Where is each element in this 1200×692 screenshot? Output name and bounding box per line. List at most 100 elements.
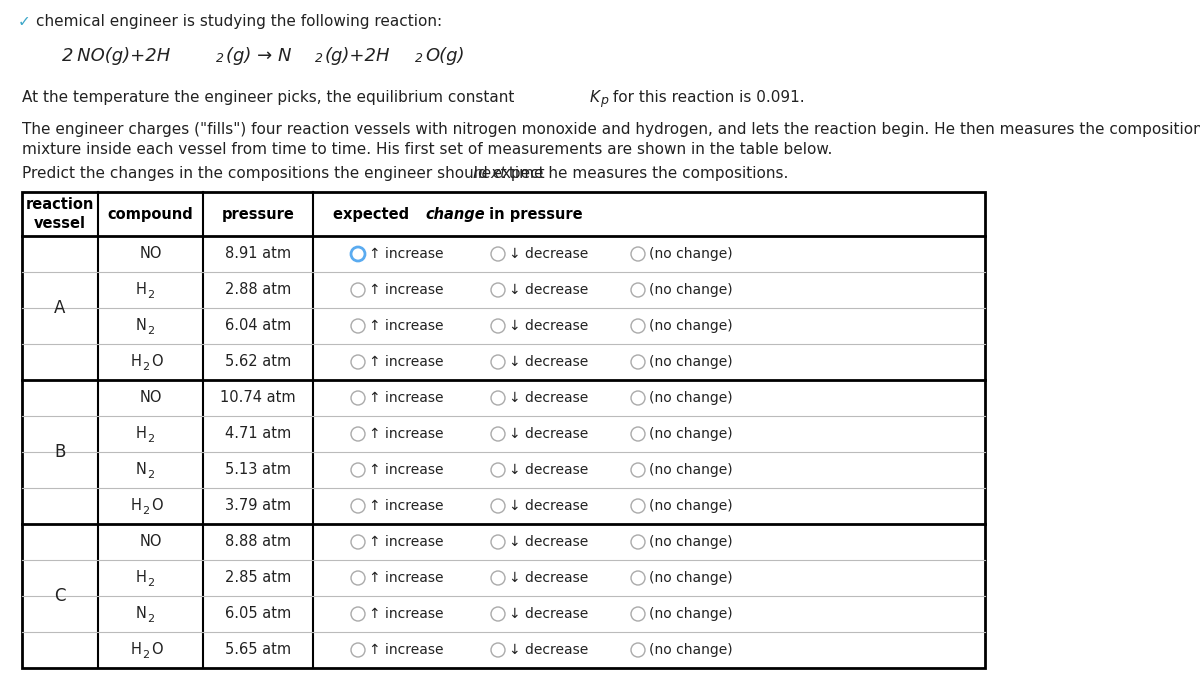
Text: C: C (54, 587, 66, 605)
Circle shape (491, 463, 505, 477)
Text: NO: NO (139, 246, 162, 262)
Text: ↑ increase: ↑ increase (370, 571, 444, 585)
Text: (g)+2H: (g)+2H (325, 47, 390, 65)
Circle shape (491, 283, 505, 297)
Text: ↑ increase: ↑ increase (370, 283, 444, 297)
Text: ↑ increase: ↑ increase (370, 535, 444, 549)
Circle shape (631, 247, 646, 261)
Circle shape (352, 571, 365, 585)
Text: 2: 2 (148, 614, 155, 624)
Circle shape (352, 319, 365, 333)
Text: (no change): (no change) (649, 499, 733, 513)
Text: 2: 2 (148, 434, 155, 444)
Text: N: N (136, 462, 146, 477)
Text: 2: 2 (216, 52, 224, 65)
Text: 8.88 atm: 8.88 atm (224, 534, 292, 549)
Text: (no change): (no change) (649, 535, 733, 549)
Text: ↑ increase: ↑ increase (370, 319, 444, 333)
Circle shape (352, 463, 365, 477)
Text: ↑ increase: ↑ increase (370, 463, 444, 477)
Circle shape (491, 427, 505, 441)
Circle shape (631, 607, 646, 621)
Text: ↑ increase: ↑ increase (370, 391, 444, 405)
Circle shape (631, 571, 646, 585)
Text: 2.85 atm: 2.85 atm (224, 570, 292, 585)
Text: O: O (151, 498, 163, 513)
Text: change: change (425, 206, 485, 221)
Circle shape (352, 643, 365, 657)
Text: H: H (136, 570, 146, 585)
Text: (no change): (no change) (649, 391, 733, 405)
Circle shape (491, 499, 505, 513)
Text: expected: expected (334, 206, 414, 221)
Text: ↑ increase: ↑ increase (370, 247, 444, 261)
Text: O: O (151, 642, 163, 657)
Circle shape (631, 499, 646, 513)
Text: (no change): (no change) (649, 571, 733, 585)
Text: time he measures the compositions.: time he measures the compositions. (504, 166, 788, 181)
Text: NO: NO (139, 390, 162, 406)
Text: (no change): (no change) (649, 319, 733, 333)
Circle shape (491, 535, 505, 549)
Text: 2: 2 (148, 470, 155, 480)
Text: NO: NO (139, 534, 162, 549)
Text: 2: 2 (148, 290, 155, 300)
Text: ↑ increase: ↑ increase (370, 355, 444, 369)
Text: (g) → N: (g) → N (226, 47, 292, 65)
Text: A: A (54, 299, 66, 317)
Circle shape (631, 535, 646, 549)
Circle shape (352, 391, 365, 405)
Text: ↓ decrease: ↓ decrease (509, 355, 588, 369)
Text: 2: 2 (143, 362, 150, 372)
Text: ↓ decrease: ↓ decrease (509, 319, 588, 333)
Text: ↓ decrease: ↓ decrease (509, 643, 588, 657)
Text: O(g): O(g) (425, 47, 464, 65)
Text: The engineer charges ("fills") four reaction vessels with nitrogen monoxide and : The engineer charges ("fills") four reac… (22, 122, 1200, 137)
Text: B: B (54, 443, 66, 461)
Text: 2: 2 (148, 578, 155, 588)
Circle shape (491, 391, 505, 405)
Text: ↑ increase: ↑ increase (370, 643, 444, 657)
Text: 5.62 atm: 5.62 atm (224, 354, 292, 370)
Text: Predict the changes in the compositions the engineer should expect: Predict the changes in the compositions … (22, 166, 550, 181)
Text: (no change): (no change) (649, 283, 733, 297)
Text: 6.05 atm: 6.05 atm (224, 606, 292, 621)
Circle shape (631, 427, 646, 441)
Text: ↓ decrease: ↓ decrease (509, 499, 588, 513)
Text: ↓ decrease: ↓ decrease (509, 571, 588, 585)
Text: 5.65 atm: 5.65 atm (224, 642, 292, 657)
Text: 2: 2 (143, 650, 150, 660)
Circle shape (491, 247, 505, 261)
Circle shape (491, 319, 505, 333)
Text: ✓: ✓ (18, 14, 31, 29)
Text: 2: 2 (148, 326, 155, 336)
Text: 8.91 atm: 8.91 atm (224, 246, 292, 262)
Text: for this reaction is 0.091.: for this reaction is 0.091. (608, 90, 805, 105)
Circle shape (491, 607, 505, 621)
Text: 2.88 atm: 2.88 atm (224, 282, 292, 298)
Text: H: H (131, 642, 142, 657)
Text: ↓ decrease: ↓ decrease (509, 535, 588, 549)
Text: 4.71 atm: 4.71 atm (224, 426, 292, 441)
Circle shape (491, 571, 505, 585)
Text: reaction
vessel: reaction vessel (26, 197, 94, 231)
Text: ↓ decrease: ↓ decrease (509, 427, 588, 441)
Circle shape (631, 319, 646, 333)
Text: ↓ decrease: ↓ decrease (509, 607, 588, 621)
Text: H: H (136, 282, 146, 298)
Text: N: N (136, 318, 146, 334)
Text: N: N (136, 606, 146, 621)
Text: ↑ increase: ↑ increase (370, 607, 444, 621)
Text: (no change): (no change) (649, 355, 733, 369)
Text: chemical engineer is studying the following reaction:: chemical engineer is studying the follow… (36, 14, 442, 29)
Circle shape (352, 283, 365, 297)
Text: pressure: pressure (222, 206, 294, 221)
Circle shape (352, 355, 365, 369)
Text: 2 NO(​g)+2H: 2 NO(​g)+2H (62, 47, 170, 65)
Text: (no change): (no change) (649, 463, 733, 477)
Text: At the temperature the engineer picks, the equilibrium constant: At the temperature the engineer picks, t… (22, 90, 520, 105)
Bar (22, 192, 985, 668)
Circle shape (352, 427, 365, 441)
Text: 2: 2 (415, 52, 424, 65)
Text: p: p (600, 94, 608, 107)
